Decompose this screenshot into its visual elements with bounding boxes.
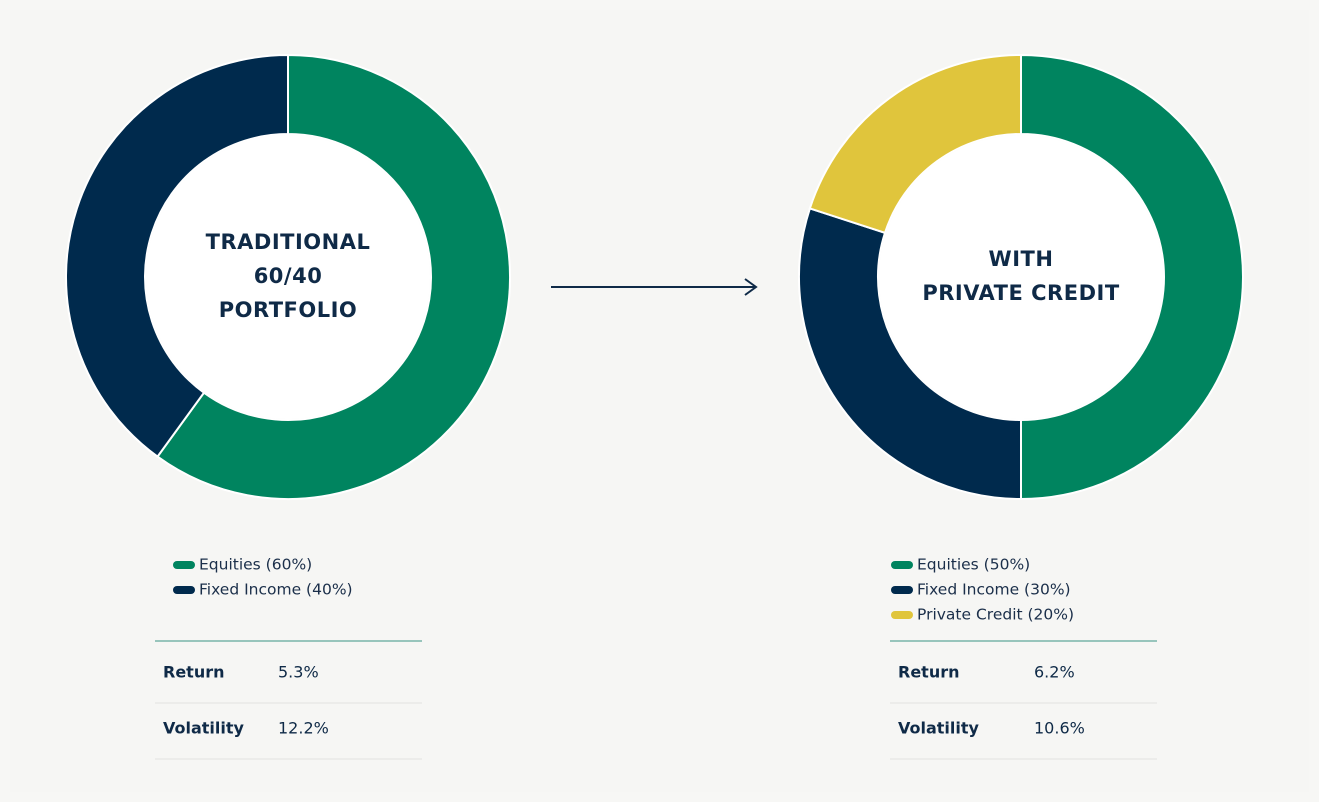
stat-value: 5.3% (278, 663, 319, 682)
legend-label: Fixed Income (30%) (917, 581, 1071, 599)
stat-value: 10.6% (1034, 719, 1085, 738)
stat-label: Return (898, 663, 960, 682)
center-title: WITH (989, 247, 1054, 271)
legend-swatch (173, 561, 195, 569)
donut-segment (798, 207, 1022, 501)
stat-value: 12.2% (278, 719, 329, 738)
legend-swatch (891, 586, 913, 594)
legend-swatch (891, 561, 913, 569)
stat-value: 6.2% (1034, 663, 1075, 682)
legend-swatch (891, 611, 913, 619)
donut-segment (65, 53, 289, 458)
legend-label: Private Credit (20%) (917, 606, 1074, 624)
center-title: PRIVATE CREDIT (922, 281, 1119, 305)
legend-label: Equities (50%) (917, 556, 1030, 574)
donut-hole (146, 135, 430, 419)
donut-segment (1020, 53, 1244, 501)
center-title: TRADITIONAL (206, 230, 371, 254)
arrow-head (744, 278, 758, 296)
stat-label: Volatility (163, 719, 245, 738)
donut-hole (879, 135, 1163, 419)
stat-label: Volatility (898, 719, 980, 738)
legend-swatch (173, 586, 195, 594)
legend-label: Equities (60%) (199, 556, 312, 574)
stat-label: Return (163, 663, 225, 682)
legend-label: Fixed Income (40%) (199, 581, 353, 599)
center-title: 60/40 (254, 264, 323, 288)
donut-segment (156, 53, 511, 500)
center-title: PORTFOLIO (219, 298, 358, 322)
donut-segment (808, 53, 1022, 235)
